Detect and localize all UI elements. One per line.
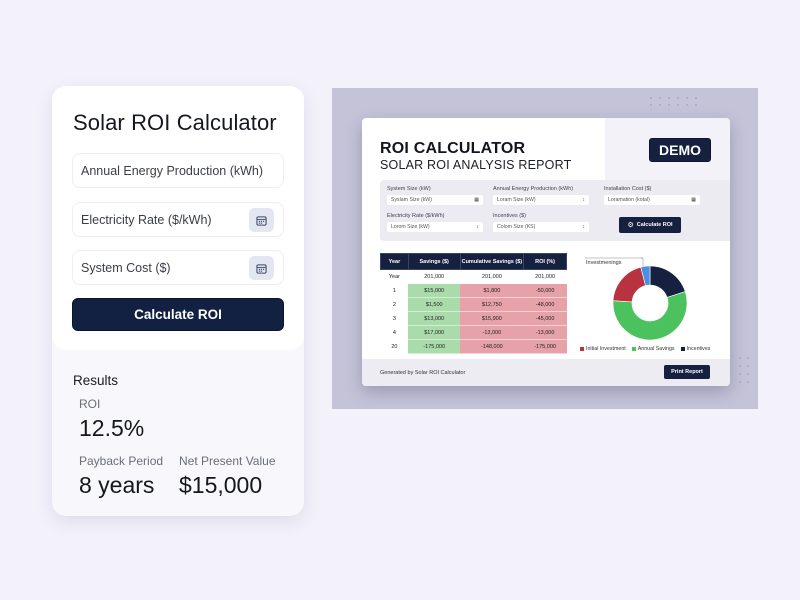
investment-donut-chart: Investmenings Initial Investment Annual …: [575, 253, 730, 358]
table-cell: $15,000: [408, 283, 461, 298]
table-header: ROI (%): [523, 253, 567, 270]
annual-energy-select[interactable]: Loram Size (kW) ↕: [493, 195, 589, 205]
npv-label: Net Present Value: [179, 454, 276, 468]
donut-slice: [640, 265, 651, 286]
report-title: ROI CALCULATOR: [380, 140, 526, 157]
annual-energy-label: Annual Energy Production (kWh): [493, 186, 574, 192]
electricity-rate-label: Electricity Rate ($/kWh): [387, 213, 445, 219]
incentives-value: Colom Size (KS): [497, 224, 536, 230]
table-row: 2 $1,500 $12,750 -48,000: [380, 297, 567, 312]
table-row: 3 $13,000 $15,900 -45,000: [380, 311, 567, 326]
installation-cost-label: Installation Cost ($): [604, 186, 652, 192]
incentives-select[interactable]: Colom Size (KS) ↕: [493, 222, 589, 232]
table-cell: -45,000: [523, 311, 567, 326]
chart-legend: Initial Investment Annual Savings Incent…: [580, 346, 710, 352]
table-cell: 201,000: [408, 269, 461, 284]
table-row: 4 $17,000 -13,000 -13,000: [380, 325, 567, 340]
chart-callout-label: Investmenings: [586, 260, 622, 266]
stepper-icon: ↕: [582, 197, 586, 203]
table-cell: 201,000: [523, 269, 567, 284]
table-cell: $13,000: [408, 311, 461, 326]
table-cell: 20: [380, 339, 409, 354]
table-header: Savings ($): [407, 253, 461, 270]
table-cell: $1,500: [408, 297, 461, 312]
table-cell: 1: [380, 283, 409, 298]
print-report-button[interactable]: Print Report: [664, 365, 710, 379]
table-row: 1 $15,000 $1,800 -50,000: [380, 283, 567, 298]
roi-value: 12.5%: [79, 415, 145, 441]
table-cell: -13,000: [460, 325, 524, 340]
payback-value: 8 years: [79, 472, 155, 498]
legend-item: Initial Investment: [580, 346, 626, 352]
footer-text: Generated by Solar ROI Calculator: [380, 370, 466, 376]
table-cell: -50,000: [523, 283, 567, 298]
calculate-roi-button[interactable]: Calculate ROI: [72, 298, 284, 331]
table-header: Year: [380, 253, 409, 270]
table-cell: -48,000: [523, 297, 567, 312]
calendar-icon: ▦: [691, 197, 696, 203]
report-calculate-label: Calculate ROI: [636, 222, 673, 228]
system-cost-placeholder: System Cost ($): [81, 260, 171, 275]
table-cell: -175,000: [523, 339, 567, 354]
annual-energy-value: Loram Size (kW): [497, 197, 536, 203]
calendar-icon[interactable]: [249, 208, 274, 232]
electricity-rate-input[interactable]: Electricity Rate ($/kWh): [72, 202, 284, 237]
roi-report: ROI CALCULATOR SOLAR ROI ANALYSIS REPORT…: [362, 118, 730, 386]
table-cell: Year: [380, 269, 409, 284]
table-cell: -13,000: [523, 325, 567, 340]
table-cell: -148,000: [460, 339, 524, 354]
legend-item: Incentives: [680, 346, 710, 352]
report-calculate-button[interactable]: ⚙ Calculate ROI: [619, 217, 681, 233]
calendar-icon[interactable]: [249, 256, 274, 280]
table-cell: 2: [380, 297, 409, 312]
electricity-rate-value: Lorom Size (kW): [391, 224, 430, 230]
legend-item: Annual Savings: [631, 346, 675, 352]
installation-cost-value: Loramation (kotal): [608, 197, 650, 203]
gear-icon: ⚙: [627, 222, 634, 229]
roi-table: Year Savings ($) Cumulative Savings ($) …: [380, 253, 567, 354]
incentives-label: Incentives ($): [493, 213, 527, 219]
calculator-title: Solar ROI Calculator: [73, 110, 277, 135]
roi-label: ROI: [79, 397, 101, 411]
donut-slice: [612, 266, 646, 303]
installation-cost-input[interactable]: Loramation (kotal) ▦: [604, 195, 700, 205]
calculator-card: Solar ROI Calculator Annual Energy Produ…: [52, 86, 304, 516]
table-cell: $1,800: [460, 283, 524, 298]
system-size-input[interactable]: Syslam Size (kW) ▦: [387, 195, 483, 205]
electricity-rate-placeholder: Electricity Rate ($/kWh): [81, 212, 212, 227]
donut-slice: [649, 265, 686, 298]
table-cell: 3: [380, 311, 409, 326]
calculator-form: Solar ROI Calculator Annual Energy Produ…: [52, 86, 304, 350]
donut-svg: Investmenings: [585, 257, 688, 341]
annual-energy-input[interactable]: Annual Energy Production (kWh): [72, 153, 284, 188]
donut-slice: [612, 291, 688, 341]
table-cell: -175,000: [408, 339, 461, 354]
decorative-dots: [739, 357, 749, 383]
system-size-label: System Size (kW): [387, 186, 431, 192]
stepper-icon: ↕: [582, 224, 586, 230]
table-cell: $15,900: [460, 311, 524, 326]
payback-label: Payback Period: [79, 454, 164, 468]
table-row: Year 201,000 201,000 201,000: [380, 269, 567, 284]
table-cell: $12,750: [460, 297, 524, 312]
calendar-icon: ▦: [474, 197, 479, 203]
stepper-icon: ↕: [476, 224, 480, 230]
electricity-rate-select[interactable]: Lorom Size (kW) ↕: [387, 222, 483, 232]
report-footer: Generated by Solar ROI Calculator Print …: [362, 359, 730, 386]
demo-badge: DEMO: [649, 138, 711, 162]
system-cost-input[interactable]: System Cost ($): [72, 250, 284, 285]
decorative-dots: [650, 97, 697, 106]
system-size-value: Syslam Size (kW): [391, 197, 432, 203]
table-row: 20 -175,000 -148,000 -175,000: [380, 339, 567, 354]
results-heading: Results: [73, 373, 119, 388]
table-header: Cumulative Savings ($): [459, 253, 525, 270]
table-cell: 201,000: [460, 269, 524, 284]
annual-energy-placeholder: Annual Energy Production (kWh): [81, 163, 264, 178]
table-cell: $17,000: [408, 325, 461, 340]
table-cell: 4: [380, 325, 409, 340]
npv-value: $15,000: [179, 472, 263, 498]
report-subtitle: SOLAR ROI ANALYSIS REPORT: [380, 158, 572, 172]
